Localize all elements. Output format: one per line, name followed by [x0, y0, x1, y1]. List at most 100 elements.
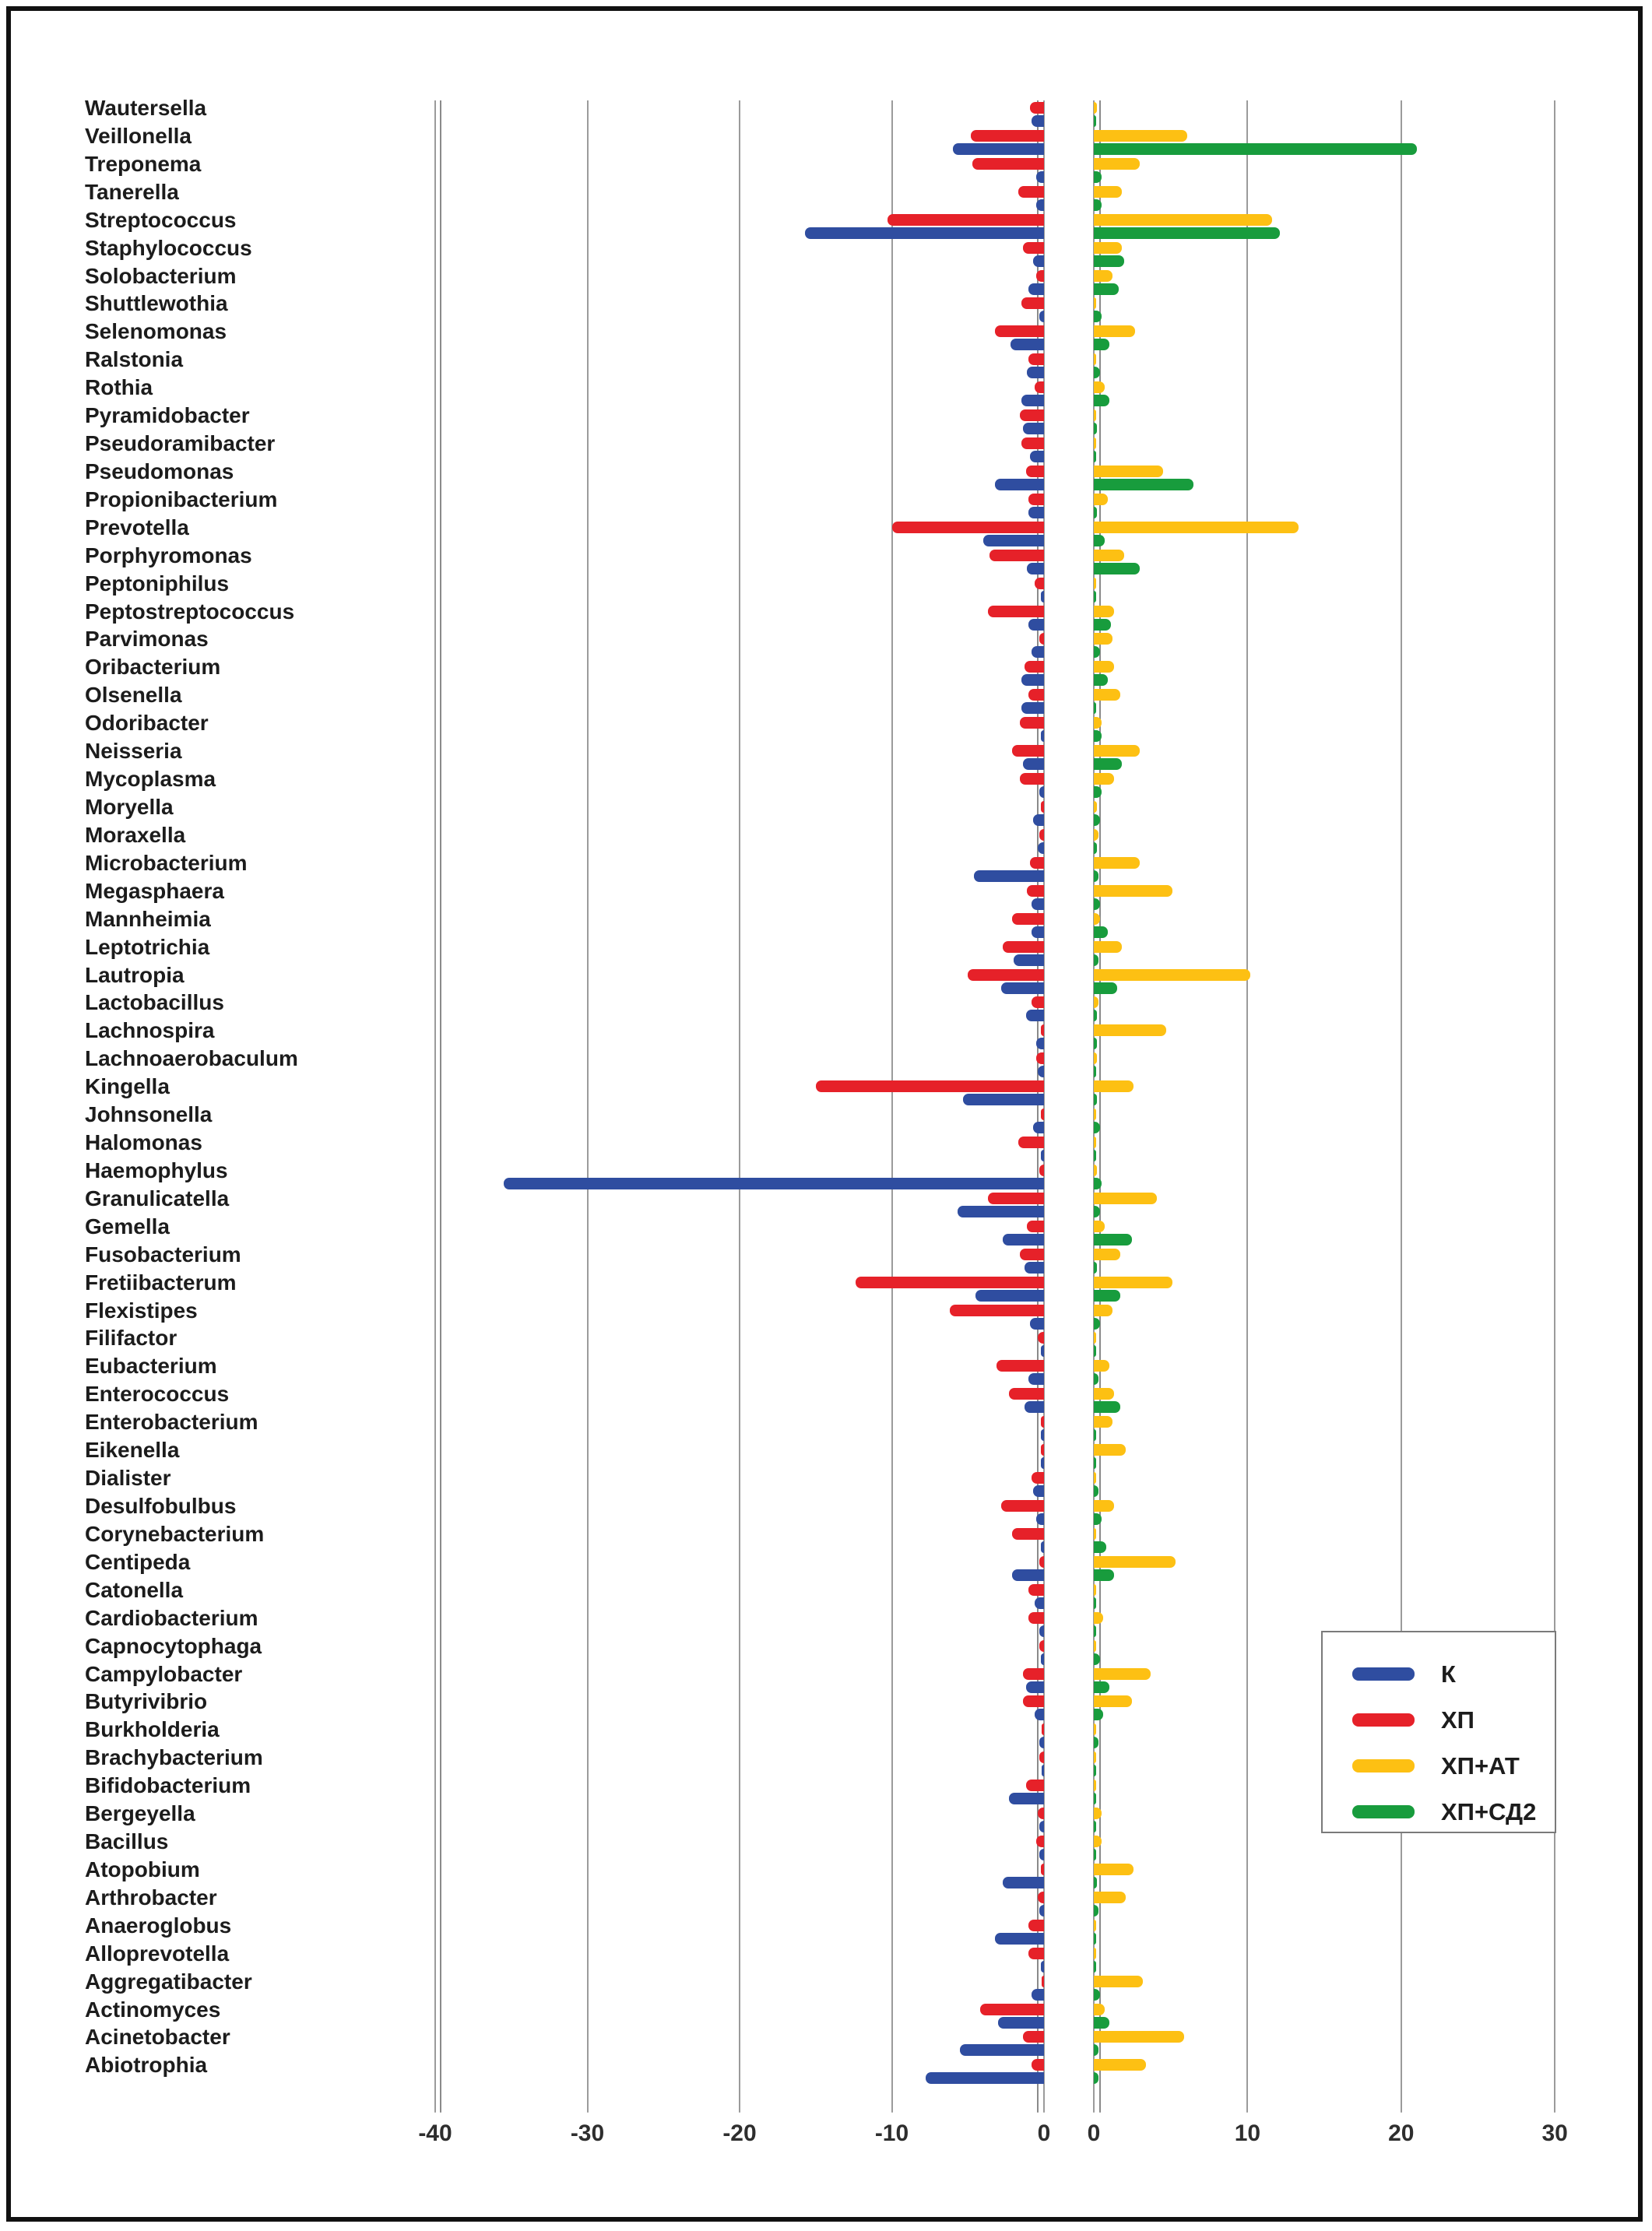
bar-xpat [1094, 828, 1098, 841]
bar-xpat [1094, 1137, 1096, 1149]
bar-xpsd2 [1094, 1625, 1096, 1637]
bar-xpsd2 [1094, 1569, 1114, 1581]
legend-swatch-icon [1352, 1667, 1415, 1681]
bar-xp [855, 1276, 1044, 1288]
bar-xpsd2 [1094, 1821, 1096, 1833]
bar-xpsd2 [1094, 1653, 1100, 1665]
bar-xpsd2 [1094, 1177, 1102, 1189]
bar-xpsd2 [1094, 1010, 1097, 1022]
bar-xpsd2 [1094, 1317, 1100, 1330]
bar-k [1033, 1122, 1044, 1134]
bar-xp [1019, 717, 1044, 729]
x-axis-tick-label: -40 [418, 2120, 452, 2146]
bar-xp [1028, 1919, 1044, 1931]
bar-k [1041, 1960, 1044, 1973]
legend-entry: К [1323, 1651, 1555, 1697]
x-axis-tick-label: 20 [1388, 2120, 1415, 2146]
category-label: Streptococcus [85, 207, 237, 232]
bar-xp [1041, 1416, 1044, 1428]
bar-k [1039, 1904, 1044, 1917]
bar-k [1022, 758, 1044, 771]
category-label: Peptoniphilus [85, 571, 230, 596]
bar-xpsd2 [1094, 1122, 1100, 1134]
bar-xpat [1094, 1080, 1134, 1093]
bar-xpsd2 [1094, 1765, 1096, 1777]
category-label: Actinomyces [85, 1997, 221, 2022]
bar-xp [1032, 2059, 1044, 2071]
category-label: Ralstonia [85, 347, 184, 372]
bar-xpsd2 [1094, 367, 1100, 379]
category-label: Capnocytophaga [85, 1633, 262, 1658]
bar-xpat [1094, 1276, 1172, 1288]
bar-xp [1028, 1583, 1044, 1596]
bar-k [1033, 814, 1044, 826]
category-label: Wautersella [85, 96, 207, 120]
category-label: Shuttlewothia [85, 291, 228, 316]
bar-xp [887, 213, 1044, 226]
bar-k [1041, 1429, 1044, 1442]
bar-k [1041, 1345, 1044, 1358]
bar-xpat [1094, 801, 1097, 813]
bar-k [1039, 786, 1044, 799]
bar-k [1042, 1765, 1044, 1777]
category-label: Filifactor [85, 1326, 178, 1351]
bar-xpat [1094, 1388, 1114, 1400]
x-axis-tick-label: -30 [570, 2120, 605, 2146]
bar-k [1025, 1681, 1044, 1693]
bar-xp [1011, 1527, 1044, 1540]
category-label: Veillonella [85, 123, 192, 148]
bar-xpsd2 [1094, 562, 1141, 574]
bar-k [1032, 898, 1044, 910]
bar-xpat [1094, 856, 1141, 869]
bar-xp [1022, 2031, 1044, 2043]
bar-xpsd2 [1094, 1960, 1096, 1973]
category-label: Prevotella [85, 515, 189, 539]
bar-xp [971, 129, 1044, 142]
bar-xp [1036, 1836, 1044, 1848]
bar-xpat [1094, 633, 1112, 645]
category-label: Anaeroglobus [85, 1913, 232, 1938]
bar-k [975, 1289, 1044, 1302]
bar-xpsd2 [1094, 1261, 1097, 1274]
bar-k [1001, 982, 1044, 994]
bar-xpat [1094, 129, 1188, 142]
bar-xpsd2 [1094, 1066, 1096, 1078]
bar-xp [1039, 1555, 1044, 1568]
category-label: Staphylococcus [85, 235, 252, 260]
bar-k [805, 227, 1044, 239]
bar-xpat [1094, 1919, 1096, 1931]
bar-xp [1011, 912, 1044, 925]
bar-xp [1022, 1667, 1044, 1680]
bar-xpat [1094, 1527, 1096, 1540]
bar-xpat [1094, 1500, 1114, 1512]
bar-xpat [1094, 409, 1096, 422]
bar-xpat [1094, 1332, 1096, 1344]
bar-xp [1038, 1332, 1044, 1344]
gridline [891, 100, 893, 2113]
bar-xpsd2 [1094, 1373, 1098, 1386]
bar-xpat [1094, 689, 1120, 701]
bar-xpsd2 [1094, 1849, 1096, 1861]
bar-k [1032, 115, 1044, 127]
gridline [1043, 100, 1045, 2113]
legend-label: ХП [1441, 1706, 1474, 1734]
bar-xpat [1094, 1808, 1102, 1820]
bar-xpsd2 [1094, 2072, 1098, 2085]
bar-xpsd2 [1094, 1205, 1100, 1217]
bar-xpat [1094, 717, 1102, 729]
bar-xp [979, 2003, 1044, 2015]
bar-k [1036, 1038, 1044, 1050]
category-label: Fusobacterium [85, 1242, 241, 1267]
bar-xp [949, 1304, 1044, 1316]
gridline [1554, 100, 1556, 2113]
bar-k [1028, 618, 1044, 631]
bar-xpat [1094, 1304, 1112, 1316]
bar-xpsd2 [1094, 199, 1102, 211]
gridline [739, 100, 740, 2113]
bar-xp [1041, 1444, 1044, 1456]
category-label: Butyrivibrio [85, 1689, 208, 1714]
bar-xpsd2 [1094, 841, 1097, 854]
category-label: Moryella [85, 795, 174, 819]
bar-k [952, 142, 1044, 155]
bar-xp [1036, 269, 1044, 282]
